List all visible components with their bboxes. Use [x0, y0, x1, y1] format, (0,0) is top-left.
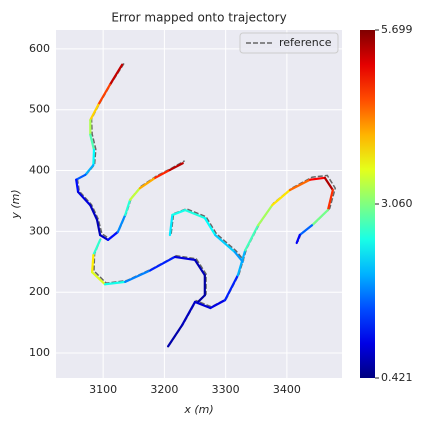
trajectory-segment [89, 133, 96, 151]
trajectory-segment [124, 269, 152, 283]
trajectory-segment [193, 300, 212, 310]
y-tick-label: 200 [29, 285, 50, 298]
trajectory-segment [149, 255, 176, 272]
trajectory-segment [91, 271, 107, 286]
x-tick-label: 3100 [89, 383, 117, 396]
trajectory-segment [106, 230, 119, 241]
trajectory-segment [184, 208, 206, 220]
trajectory-segment [214, 233, 236, 254]
colorbar-ticks: 0.421 3.060 5.699 [375, 23, 413, 384]
trajectory-segment [168, 162, 184, 172]
trajectory-segment [271, 188, 292, 207]
trajectory-segment [108, 63, 124, 86]
legend-box [239, 32, 339, 54]
legend-label: reference [279, 36, 332, 49]
trajectory-segment [310, 208, 330, 227]
trajectory-segment [173, 255, 197, 262]
trajectory-segment [91, 254, 95, 274]
trajectory-segment [256, 204, 274, 227]
trajectory-segment [203, 216, 217, 237]
trajectory-segment [95, 218, 102, 237]
trajectory-segment [92, 148, 96, 167]
trajectory-segment [166, 323, 184, 348]
trajectory-segment [244, 224, 260, 252]
trajectory-segment [75, 178, 80, 193]
trajectory-segment [309, 176, 326, 181]
trajectory-segment [233, 250, 244, 263]
trajectory-segment [89, 103, 100, 122]
trajectory-segment [295, 233, 301, 245]
x-axis-label: x (m) [183, 403, 213, 416]
trajectory-segment [288, 178, 312, 192]
trajectory-segment [92, 238, 102, 257]
colorbar-tick-label: 0.421 [381, 371, 413, 384]
trajectory-segment [326, 188, 334, 212]
y-tick-label: 300 [29, 224, 50, 237]
trajectory-segment [89, 204, 99, 221]
trajectory-segment [298, 224, 314, 237]
x-tick-label: 3200 [150, 383, 178, 396]
trajectory-segment [154, 168, 172, 179]
trajectory-segment [209, 299, 227, 310]
chart-title: Error mapped onto trajectory [111, 11, 286, 25]
marks [75, 63, 337, 348]
trajectory-segment [84, 163, 95, 176]
trajectory-segment [168, 213, 174, 237]
x-tick-label: 3300 [212, 383, 240, 396]
y-axis-label: y (m) [9, 189, 22, 219]
trajectory-segment [193, 258, 206, 277]
trajectory-segment [138, 176, 157, 190]
trajectory-segment [181, 300, 197, 327]
trajectory-segment [323, 176, 334, 192]
y-tick-label: 400 [29, 164, 50, 177]
trajectory-segment [97, 83, 111, 106]
x-tick-label: 3400 [273, 383, 301, 396]
y-tick-label: 500 [29, 103, 50, 116]
trajectory-segment [76, 190, 92, 207]
trajectory-segment [103, 280, 127, 286]
colorbar-tick-label: 3.060 [381, 197, 413, 210]
trajectory-segment [236, 249, 247, 277]
y-tick-label: 600 [29, 42, 50, 55]
trajectory-segment [129, 187, 142, 201]
colorbar [360, 30, 375, 378]
y-tick-label: 100 [29, 346, 50, 359]
colorbar-tick-label: 5.699 [381, 23, 413, 36]
trajectory-segment [116, 213, 127, 234]
plot-area [56, 30, 342, 378]
trajectory-segment [98, 233, 110, 241]
trajectory-segment [75, 173, 87, 181]
trajectory-segment [223, 274, 239, 302]
trajectory-segment [171, 208, 187, 217]
trajectory-segment [196, 294, 206, 304]
trajectory-segment [124, 198, 132, 217]
